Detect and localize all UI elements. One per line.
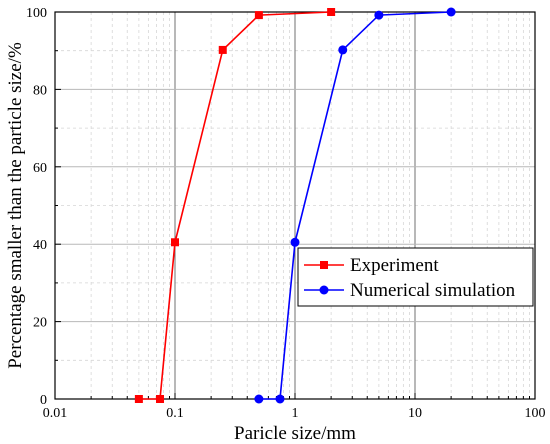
data-point <box>218 45 227 54</box>
data-point <box>171 238 179 247</box>
legend-label: Numerical simulation <box>350 280 516 301</box>
legend-label: Experiment <box>350 255 439 276</box>
x-tick-label: 0.01 <box>43 406 68 421</box>
y-tick-labels: 0 20 40 60 80 100 <box>26 6 47 408</box>
legend-entry: Numerical simulation <box>304 280 516 301</box>
axis-ticks <box>54 11 536 400</box>
data-point <box>338 45 348 55</box>
y-tick-label: 20 <box>33 316 47 331</box>
series-0 <box>134 8 336 403</box>
legend-entries: Experiment Numerical simulation <box>304 255 516 301</box>
data-point <box>156 395 165 403</box>
major-grid <box>55 12 535 399</box>
legend-marker <box>319 285 329 295</box>
x-tick-labels: 0.01 0.1 1 10 100 <box>43 406 546 421</box>
legend-marker <box>320 261 328 269</box>
data-point <box>446 7 456 17</box>
x-axis-title: Paricle size/mm <box>234 423 356 444</box>
data-point <box>134 395 143 403</box>
series-1 <box>254 7 456 404</box>
x-tick-label: 10 <box>408 406 422 421</box>
data-point <box>275 394 285 404</box>
y-axis-title: Percentage smaller than the particle siz… <box>5 42 26 369</box>
x-tick-label: 0.1 <box>166 406 184 421</box>
data-point <box>254 394 264 404</box>
data-point <box>254 11 263 20</box>
x-tick-label: 1 <box>292 406 299 421</box>
legend-box <box>297 247 534 307</box>
legend-entry: Experiment <box>304 255 439 276</box>
data-point <box>374 10 384 20</box>
y-tick-label: 0 <box>40 393 47 408</box>
y-tick-label: 40 <box>33 238 47 253</box>
data-point <box>290 237 300 247</box>
y-tick-label: 100 <box>26 6 47 21</box>
legend: Experiment Numerical simulation <box>297 247 534 307</box>
data-point <box>327 8 336 16</box>
series-layer <box>134 7 456 404</box>
y-tick-label: 80 <box>33 83 47 98</box>
y-tick-label: 60 <box>33 161 47 176</box>
x-tick-label: 100 <box>525 406 546 421</box>
